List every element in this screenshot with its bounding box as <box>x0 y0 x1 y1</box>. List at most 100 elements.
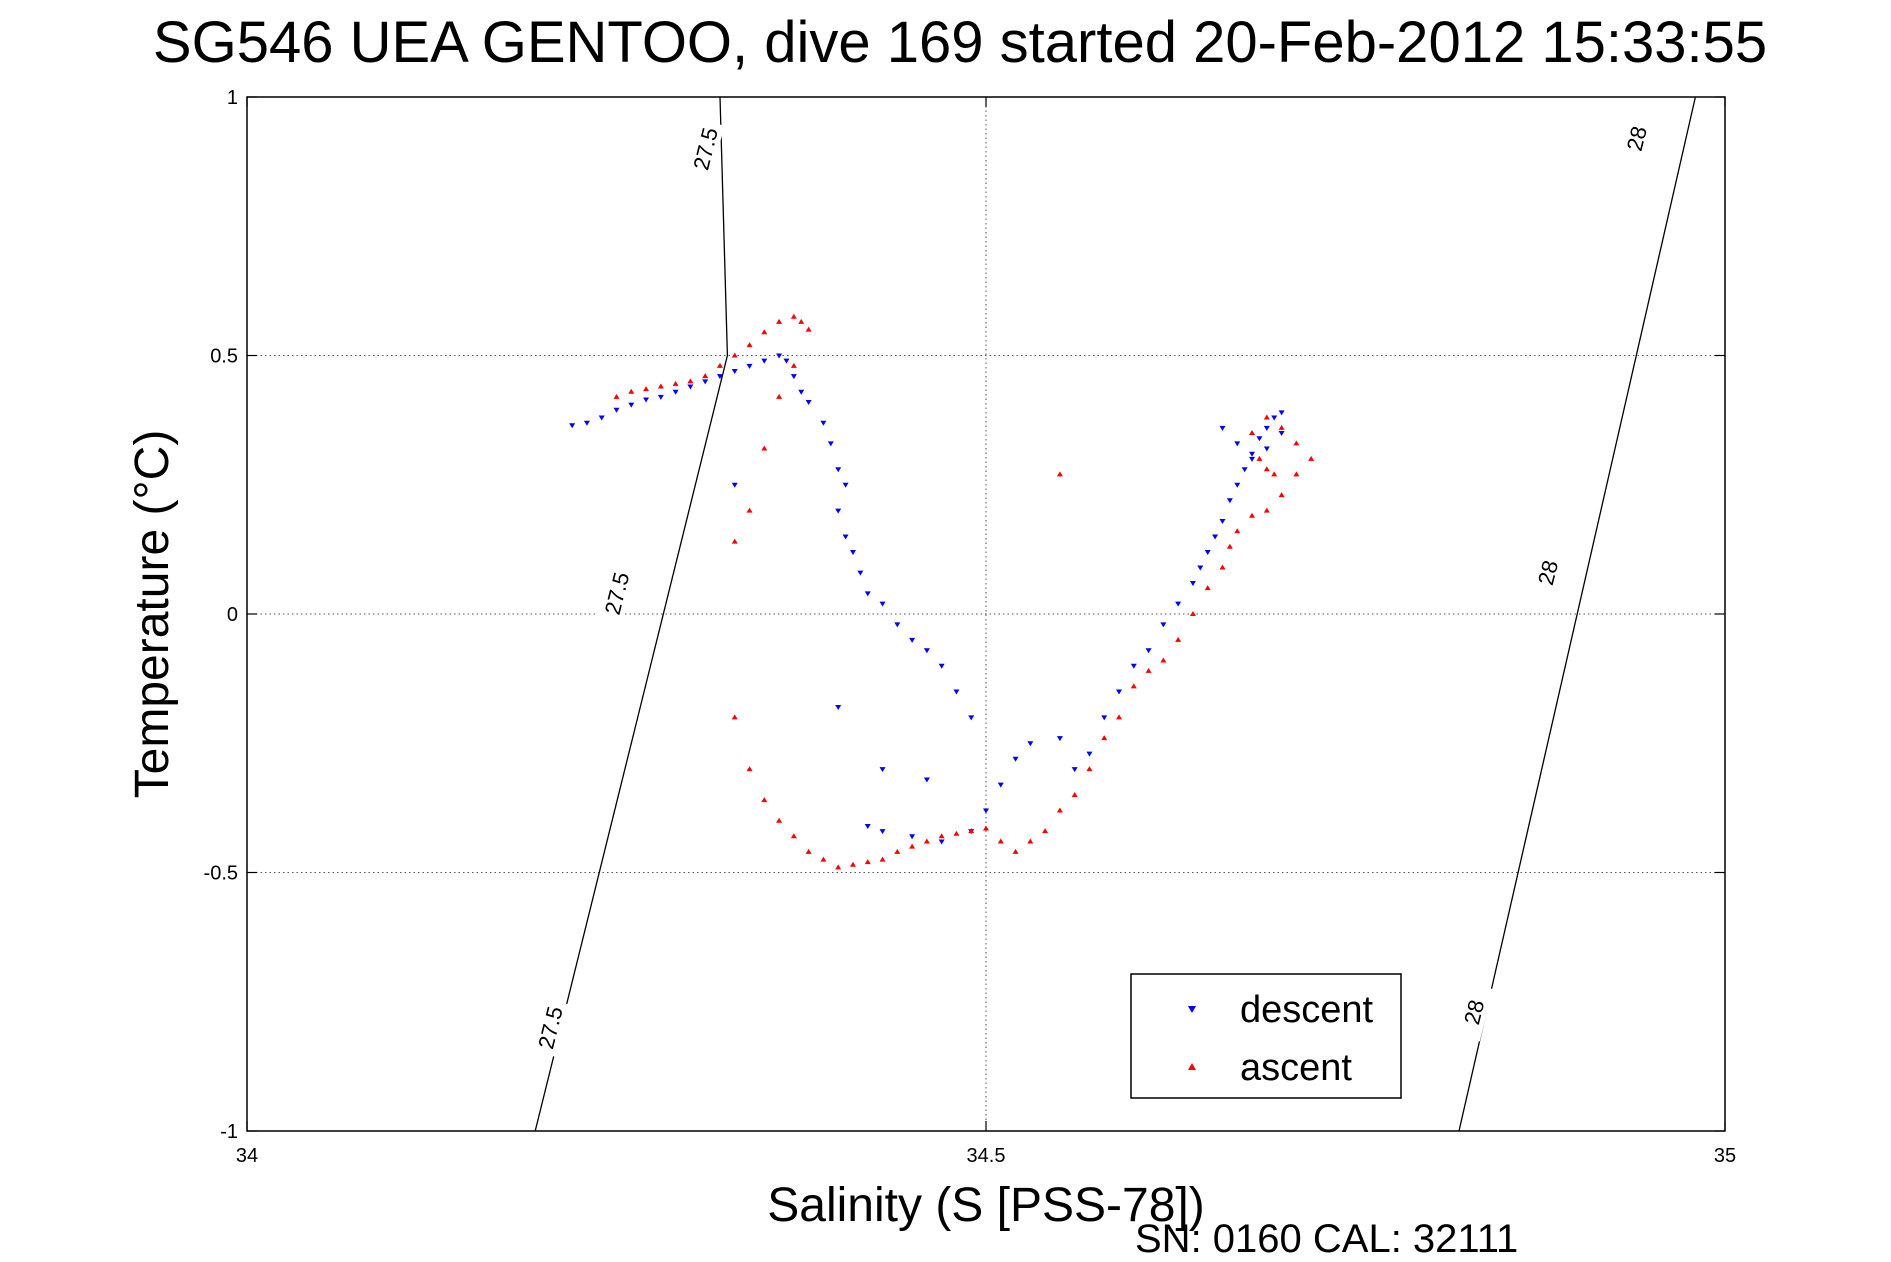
descent-point <box>1226 498 1233 504</box>
ascent-point <box>879 856 886 862</box>
ascent-point <box>790 313 797 319</box>
descent-point <box>1278 410 1285 416</box>
descent-point <box>1116 689 1123 695</box>
descent-point <box>569 423 576 429</box>
descent-point <box>1197 565 1204 571</box>
isopycnal-label-bg <box>1452 982 1493 1042</box>
ascent-point <box>1263 414 1270 420</box>
ascent-point <box>731 714 738 720</box>
ascent-point <box>702 373 709 379</box>
descent-point <box>938 663 945 669</box>
isopycnal-label: 28 <box>1533 558 1563 588</box>
isopycnal-label-bg <box>528 997 570 1057</box>
descent-point <box>923 648 930 654</box>
y-tick-label: -1 <box>220 1121 238 1143</box>
descent-point <box>1160 622 1167 628</box>
descent-point <box>923 777 930 783</box>
ascent-point <box>687 378 694 384</box>
descent-point <box>983 808 989 814</box>
descent-point <box>1101 715 1108 721</box>
ascent-point <box>1234 528 1241 534</box>
descent-point <box>761 358 768 364</box>
descent-point <box>1130 663 1137 669</box>
data-points <box>569 313 1315 870</box>
ascent-point <box>1256 455 1263 461</box>
descent-point <box>849 549 856 555</box>
ascent-point <box>672 380 679 386</box>
ascent-point <box>790 362 797 368</box>
descent-point <box>731 482 738 488</box>
ascent-point <box>776 318 783 324</box>
descent-point <box>1204 549 1211 555</box>
descent-point <box>628 402 635 408</box>
ascent-point <box>923 838 930 844</box>
isopycnal-label: 28 <box>1622 124 1652 154</box>
descent-point <box>827 441 834 447</box>
descent-point <box>1219 425 1226 431</box>
ascent-point <box>938 833 945 839</box>
ascent-point <box>1086 766 1093 772</box>
descent-point <box>776 353 783 359</box>
descent-point <box>938 839 945 845</box>
ascent-point <box>1263 507 1270 513</box>
footer-serial-cal: SN: 0160 CAL: 32111 <box>1135 1217 1518 1261</box>
descent-point <box>842 482 849 488</box>
descent-point <box>657 394 664 400</box>
ascent-point <box>820 856 827 862</box>
descent-point <box>1056 736 1063 742</box>
isopycnal-label-bg <box>595 563 636 623</box>
isopycnal-label-group: 28 <box>1615 108 1656 168</box>
ascent-point <box>613 393 620 399</box>
ascent-point <box>1012 848 1019 854</box>
descent-point <box>1027 741 1034 747</box>
ascent-point <box>1027 838 1034 844</box>
legend: descent ascent <box>1130 973 1402 1099</box>
descent-point <box>702 379 709 385</box>
descent-point <box>879 601 886 607</box>
ascent-point <box>997 838 1004 844</box>
legend-marker-descent <box>1188 1006 1196 1013</box>
ascent-point <box>1145 667 1152 673</box>
legend-box <box>1130 973 1402 1099</box>
ascent-point <box>761 797 768 803</box>
descent-point <box>687 384 694 390</box>
ascent-point <box>1101 735 1108 741</box>
ascent-point <box>953 830 960 836</box>
ascent-point <box>1226 543 1233 549</box>
ascent-point <box>1130 683 1137 689</box>
descent-point <box>1234 482 1241 488</box>
y-tick-label: 0.5 <box>210 346 238 368</box>
legend-label-descent: descent <box>1240 989 1374 1031</box>
ascent-point <box>716 362 723 368</box>
descent-point <box>879 767 886 773</box>
ascent-point <box>909 843 916 849</box>
x-tick-label: 34.5 <box>967 1145 1006 1167</box>
ascent-point <box>1263 466 1270 472</box>
descent-point <box>835 508 842 514</box>
ascent-point <box>1204 585 1211 591</box>
ascent-point <box>761 445 768 451</box>
isopycnal-label-group: 28 <box>1526 542 1567 602</box>
descent-point <box>835 467 842 473</box>
descent-point <box>1189 580 1196 586</box>
ascent-point <box>790 833 797 839</box>
ascent-point <box>731 538 738 544</box>
ascent-point <box>1249 430 1256 436</box>
ascent-point <box>805 848 812 854</box>
ascent-point <box>864 859 871 865</box>
descent-point <box>842 534 849 540</box>
ascent-point <box>1189 611 1196 616</box>
y-tick-label: 0 <box>227 604 238 626</box>
descent-point <box>864 823 871 829</box>
isopycnal-label-bg <box>684 118 725 179</box>
y-tick-label: 1 <box>227 87 238 109</box>
descent-point <box>798 389 805 395</box>
ascent-point <box>983 825 989 831</box>
ascent-point <box>657 383 664 389</box>
y-tick-label: -0.5 <box>204 863 238 885</box>
isopycnal-label-bg <box>1526 542 1567 602</box>
descent-point <box>1175 601 1182 607</box>
descent-point <box>879 829 886 835</box>
legend-marker-ascent <box>1188 1063 1196 1070</box>
ascent-point <box>731 352 738 358</box>
